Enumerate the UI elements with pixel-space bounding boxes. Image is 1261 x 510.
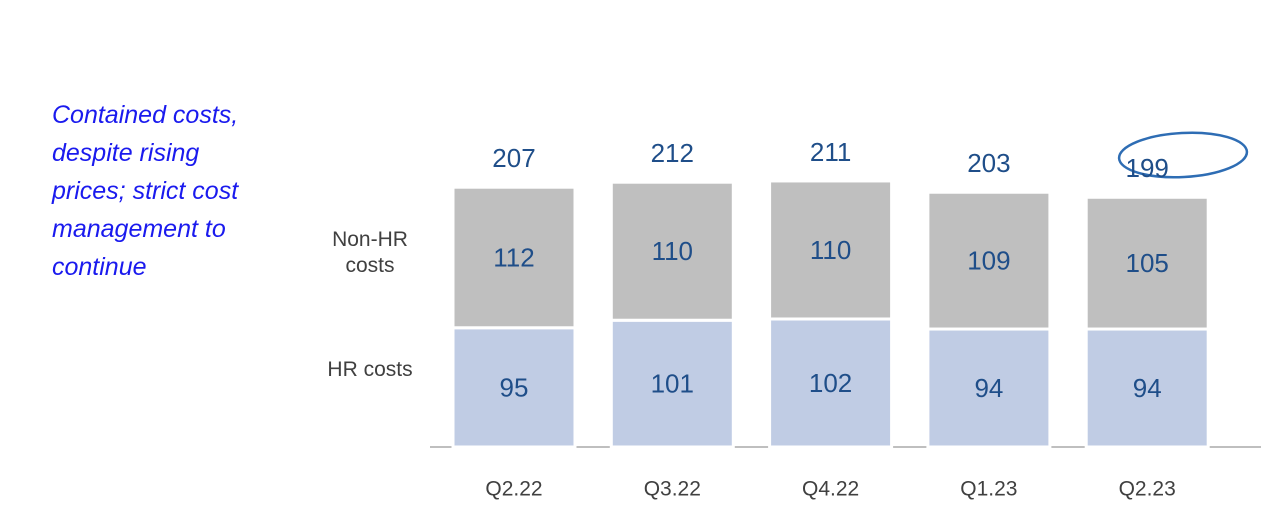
bar-segment: [1084, 327, 1210, 449]
total-label: 207: [492, 143, 535, 173]
value-label: 112: [493, 242, 534, 272]
series-label: HR costs: [327, 358, 413, 382]
highlight-circle: [1117, 131, 1249, 179]
total-label: 199: [1126, 153, 1169, 183]
value-label: 101: [651, 368, 694, 398]
bar-segment: [768, 317, 894, 449]
value-label: 110: [810, 235, 851, 265]
x-tick-label: Q4.22: [802, 478, 859, 501]
bar-segment: [926, 327, 1052, 449]
bar-segment: [926, 190, 1052, 331]
total-label: 211: [810, 137, 851, 167]
bar-segment: [451, 185, 577, 330]
value-label: 109: [967, 246, 1010, 276]
bar-segment: [768, 179, 894, 321]
bar-segment: [609, 318, 735, 449]
value-label: 110: [652, 236, 693, 266]
x-tick-label: Q1.23: [960, 478, 1017, 501]
x-tick-label: Q2.22: [485, 478, 542, 501]
total-label: 212: [651, 138, 694, 168]
value-label: 94: [1133, 373, 1162, 403]
total-label: 203: [967, 148, 1010, 178]
annotation: Contained costs, despite rising prices; …: [52, 101, 239, 281]
value-label: 102: [809, 368, 852, 398]
series-label: Non-HR costs: [332, 228, 408, 278]
bar-segment: [451, 326, 577, 449]
bar-segment: [1084, 195, 1210, 331]
value-label: 94: [974, 373, 1003, 403]
bar-segment: [609, 180, 735, 322]
value-label: 95: [500, 372, 529, 402]
value-label: 105: [1126, 248, 1169, 278]
x-tick-label: Q2.23: [1119, 478, 1176, 501]
x-tick-label: Q3.22: [644, 478, 701, 501]
